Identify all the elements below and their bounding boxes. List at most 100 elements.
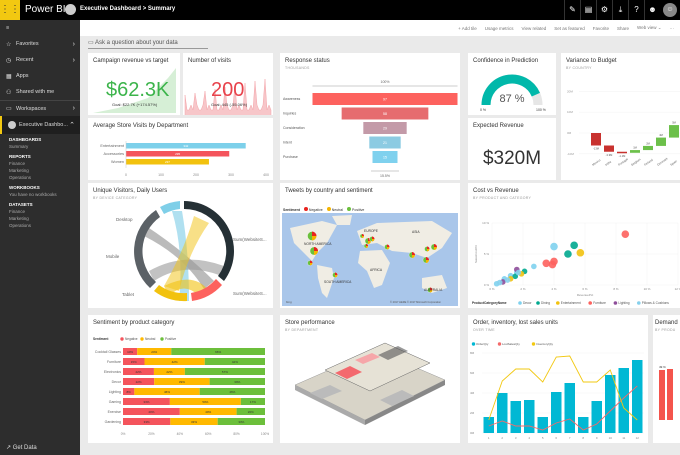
action-7[interactable]: ··· bbox=[669, 25, 675, 31]
tile-store-performance[interactable]: Store performance BY DEPARTMENT bbox=[280, 315, 460, 443]
x-tick: 8 % bbox=[613, 287, 619, 291]
x-tick: 9 bbox=[596, 436, 598, 440]
tile-orders[interactable]: Order, inventory, lost sales units OVER … bbox=[468, 315, 648, 443]
user-avatar-icon[interactable]: ☺ bbox=[663, 3, 677, 17]
funnel-stage-label: Inquiries bbox=[283, 112, 296, 116]
stacked-segment-negative bbox=[123, 388, 135, 395]
legend-label: Decor bbox=[523, 301, 532, 305]
pie-slice-negative bbox=[362, 234, 364, 236]
action-3[interactable]: Set as featured bbox=[554, 25, 585, 31]
tile-subtitle: THOUSANDS bbox=[285, 66, 310, 70]
tile-avg-store-visits[interactable]: Average Store Visits by Department Enter… bbox=[88, 118, 273, 180]
x-tick: 12 % bbox=[675, 287, 680, 291]
scatter-point-decor bbox=[550, 242, 558, 251]
action-5[interactable]: Share bbox=[617, 25, 630, 31]
sidebar-subitem[interactable]: Finance bbox=[9, 161, 26, 166]
action-6[interactable]: Web view ⌄ bbox=[637, 25, 662, 30]
department-highlight bbox=[335, 366, 362, 379]
action-2[interactable]: View related bbox=[521, 25, 547, 31]
row-category: Cocktail Glasses bbox=[95, 350, 121, 354]
stacked-segment-positive bbox=[217, 418, 265, 425]
kpi-goal: Goal: $22.7K (+174.57%) bbox=[112, 102, 158, 107]
tile-campaign-revenue[interactable]: Campaign revenue vs target $62.3K Goal: … bbox=[88, 53, 180, 115]
workspace-executive-dashboard[interactable]: Executive Dashbo... ⌃ bbox=[0, 116, 80, 134]
stacked-segment-negative bbox=[123, 398, 170, 405]
breadcrumb[interactable]: Executive Dashboard > Summary bbox=[80, 6, 176, 12]
segment-label: 46% bbox=[229, 390, 235, 394]
action-4[interactable]: Favorite bbox=[592, 25, 610, 31]
x-tick: 2 % bbox=[520, 287, 526, 291]
kpi-value: 200 bbox=[211, 79, 245, 101]
smiley-icon[interactable]: ☻ bbox=[644, 0, 660, 20]
tile-demand[interactable]: Demand BY PRODU 49 % bbox=[653, 315, 680, 443]
sidebar-item-label: Apps bbox=[16, 73, 29, 79]
world-map[interactable]: NORTH AMERICA EUROPE ASIA AFRICA SOUTH A… bbox=[282, 213, 460, 308]
tile-cost-vs-revenue[interactable]: Cost vs Revenue BY PRODUCT AND CATEGORY … bbox=[468, 183, 680, 308]
sidebar-item-shared[interactable]: ⚇ Shared with me bbox=[0, 84, 80, 100]
qna-input[interactable]: ▭ Ask a question about your data bbox=[88, 38, 208, 49]
stacked-segment-positive bbox=[209, 378, 265, 385]
sidebar-subitem[interactable]: Marketing bbox=[9, 216, 29, 221]
sidebar-item-apps[interactable]: ▦ Apps bbox=[0, 68, 80, 84]
sidebar-subitem[interactable]: Summary bbox=[9, 144, 29, 149]
pie-slice-negative bbox=[312, 231, 317, 236]
chevron-right-icon: › bbox=[72, 105, 75, 112]
store-floorplan bbox=[294, 342, 446, 425]
sidebar-subitem[interactable]: Finance bbox=[9, 209, 26, 214]
scatter-point-dining bbox=[570, 241, 578, 250]
gear-icon[interactable]: ⚙ bbox=[596, 0, 612, 20]
tile-confidence[interactable]: Confidence in Prediction 87 % 0 % 100 % bbox=[468, 53, 556, 115]
sidebar-subitem[interactable]: Operations bbox=[9, 175, 32, 180]
scatter-point-pillows-cushions bbox=[515, 269, 522, 276]
stacked-segment-neutral bbox=[170, 418, 218, 425]
stacked-segment-positive bbox=[240, 398, 265, 405]
sidebar-item-label: Favorites bbox=[16, 41, 39, 47]
comment-icon[interactable]: ▤ bbox=[580, 0, 596, 20]
download-icon[interactable]: ⤓ bbox=[612, 0, 628, 20]
sidebar-item-workspaces[interactable]: ▭ Workspaces › bbox=[0, 100, 80, 116]
stacked-segment-negative bbox=[123, 358, 145, 365]
legend-label: Furniture bbox=[593, 301, 606, 305]
order-bar bbox=[618, 368, 629, 433]
help-icon[interactable]: ? bbox=[628, 0, 644, 20]
action-1[interactable]: Usage metrics bbox=[484, 25, 514, 31]
sidebar-subitem[interactable]: Marketing bbox=[9, 168, 29, 173]
tile-response-status[interactable]: Response status THOUSANDS 100% Awareness 9… bbox=[280, 53, 460, 180]
segment-label: 50% bbox=[202, 400, 208, 404]
get-data-button[interactable]: ↗ Get Data bbox=[6, 444, 37, 451]
sidebar-item-recent[interactable]: ◷ Recent › bbox=[0, 52, 80, 68]
pie-slice-neutral bbox=[366, 246, 368, 248]
legend-title: ProductCategoryName bbox=[472, 301, 507, 305]
pencil-icon[interactable]: ✎ bbox=[564, 0, 580, 20]
sidebar-item-favorites[interactable]: ☆ Favorites › bbox=[0, 36, 80, 52]
hamburger-icon[interactable]: ≡ bbox=[6, 25, 10, 31]
sidebar-subitem[interactable]: Operations bbox=[9, 223, 32, 228]
tile-expected-revenue[interactable]: Expected Revenue $320M bbox=[468, 118, 556, 180]
scatter-point-furniture bbox=[621, 230, 630, 238]
sidebar-subitem[interactable]: You have no workbooks bbox=[9, 192, 57, 197]
action-0[interactable]: + Add tile bbox=[458, 25, 477, 31]
sidebar: ≡ ☆ Favorites › ◷ Recent › ▦ Apps ⚇ Shared wit… bbox=[0, 20, 80, 455]
segment-label: 39% bbox=[234, 380, 240, 384]
x-tick: 4 bbox=[528, 436, 530, 440]
land-north-america bbox=[290, 221, 337, 261]
tile-variance-budget[interactable]: Variance to Budget BY COUNTRY 20M 10M 0M -1… bbox=[561, 53, 680, 180]
x-tick: 11 bbox=[622, 436, 625, 440]
legend-marker bbox=[160, 337, 164, 341]
waffle-icon[interactable]: ⋮⋮ bbox=[0, 0, 20, 20]
demand-bar bbox=[667, 369, 673, 420]
x-tick: 10 % bbox=[644, 287, 651, 291]
visits-spark-area bbox=[184, 78, 272, 115]
app-name[interactable]: Power BI bbox=[25, 4, 66, 15]
tile-unique-visitors[interactable]: Unique Visitors, Daily Users BY DEVICE C… bbox=[88, 183, 273, 308]
legend-label: Positive bbox=[352, 208, 365, 212]
tile-tweets-map[interactable]: Tweets by country and sentiment Sentimen… bbox=[280, 183, 460, 308]
pie-slice-negative bbox=[426, 257, 429, 260]
pie-slice-negative bbox=[314, 247, 318, 251]
y-tick: 20M bbox=[567, 89, 573, 93]
chord-ribbon bbox=[164, 216, 209, 291]
tile-number-of-visits[interactable]: Number of visits 200 Goal: 445 (-55.06%) bbox=[183, 53, 273, 115]
x-tick: 7 bbox=[569, 436, 571, 440]
tile-sentiment[interactable]: Sentiment by product category Sentiment N… bbox=[88, 315, 273, 443]
legend-dot bbox=[303, 207, 308, 211]
